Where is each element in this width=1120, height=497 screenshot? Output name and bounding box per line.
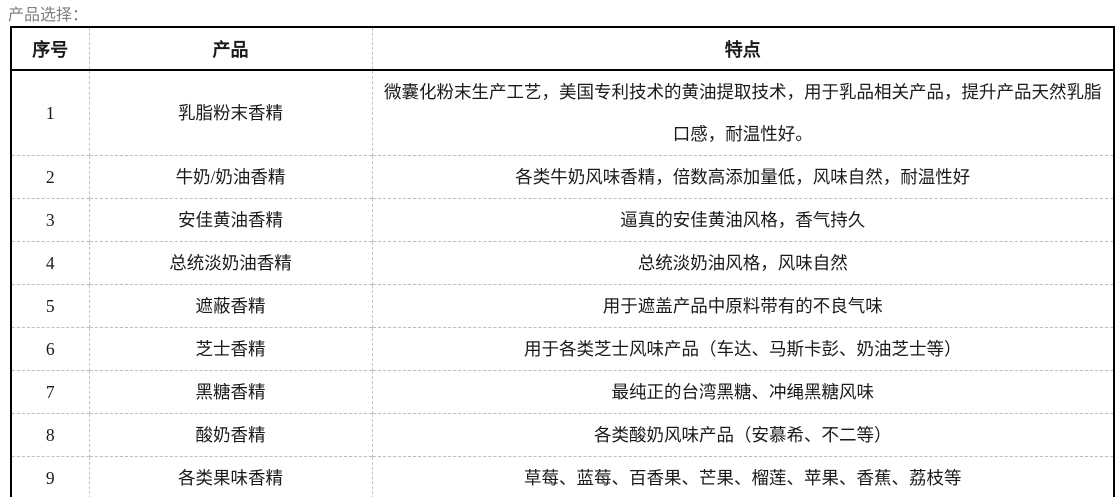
table-row: 8 酸奶香精 各类酸奶风味产品（安慕希、不二等） [11, 413, 1114, 457]
table-body: 1 乳脂粉末香精 微囊化粉末生产工艺，美国专利技术的黄油提取技术，用于乳品相关产品，… [11, 70, 1114, 497]
cell-index: 3 [11, 198, 89, 242]
cell-index: 9 [11, 456, 89, 497]
header-cell-product: 产品 [88, 27, 372, 71]
table-row: 3 安佳黄油香精 逼真的安佳黄油风格，香气持久 [11, 198, 1114, 242]
cell-features: 各类酸奶风味产品（安慕希、不二等） [371, 413, 1114, 457]
cell-product: 乳脂粉末香精 [88, 70, 372, 156]
cell-product: 黑糖香精 [88, 370, 372, 414]
table-row: 6 芝士香精 用于各类芝士风味产品（车达、马斯卡彭、奶油芝士等） [11, 327, 1114, 371]
cell-features: 用于各类芝士风味产品（车达、马斯卡彭、奶油芝士等） [371, 327, 1114, 371]
cell-product: 各类果味香精 [88, 456, 372, 497]
cell-product: 总统淡奶油香精 [88, 241, 372, 285]
cell-index: 4 [11, 241, 89, 285]
header-cell-features: 特点 [371, 27, 1114, 71]
cell-features: 用于遮盖产品中原料带有的不良气味 [371, 284, 1114, 328]
cell-features: 草莓、蓝莓、百香果、芒果、榴莲、苹果、香蕉、荔枝等 [371, 456, 1114, 497]
table-row: 2 牛奶/奶油香精 各类牛奶风味香精，倍数高添加量低，风味自然，耐温性好 [11, 155, 1114, 199]
header-cell-index: 序号 [11, 27, 89, 71]
cell-product: 安佳黄油香精 [88, 198, 372, 242]
cell-index: 1 [45, 103, 55, 123]
cell-index: 2 [11, 155, 89, 199]
table-row: 4 总统淡奶油香精 总统淡奶油风格，风味自然 [11, 241, 1114, 285]
cell-features: 各类牛奶风味香精，倍数高添加量低，风味自然，耐温性好 [371, 155, 1114, 199]
cell-index: 6 [11, 327, 89, 371]
table-row: 1 乳脂粉末香精 微囊化粉末生产工艺，美国专利技术的黄油提取技术，用于乳品相关产品，… [11, 70, 1114, 156]
cell-features: 微囊化粉末生产工艺，美国专利技术的黄油提取技术，用于乳品相关产品，提升产品天然乳… [371, 70, 1114, 156]
cell-index: 5 [11, 284, 89, 328]
cell-features: 总统淡奶油风格，风味自然 [371, 241, 1114, 285]
table-header-row: 序号 产品 特点 [11, 27, 1114, 71]
cell-product: 遮蔽香精 [88, 284, 372, 328]
cell-product: 牛奶/奶油香精 [88, 155, 372, 199]
section-label: 产品选择： [8, 7, 89, 24]
cell-index: 7 [11, 370, 89, 414]
cell-features: 最纯正的台湾黑糖、冲绳黑糖风味 [371, 370, 1114, 414]
table-row: 5 遮蔽香精 用于遮盖产品中原料带有的不良气味 [11, 284, 1114, 328]
cell-product: 酸奶香精 [88, 413, 372, 457]
cell-product: 芝士香精 [88, 327, 372, 371]
table-row: 9 各类果味香精 草莓、蓝莓、百香果、芒果、榴莲、苹果、香蕉、荔枝等 [11, 456, 1114, 497]
cell-features: 逼真的安佳黄油风格，香气持久 [371, 198, 1114, 242]
product-table: 序号 产品 特点 1 乳脂粉末香精 微囊化粉末生产工艺，美国专利技术的黄油提取技术，… [10, 26, 1115, 497]
cell-index: 8 [11, 413, 89, 457]
table-row: 7 黑糖香精 最纯正的台湾黑糖、冲绳黑糖风味 [11, 370, 1114, 414]
